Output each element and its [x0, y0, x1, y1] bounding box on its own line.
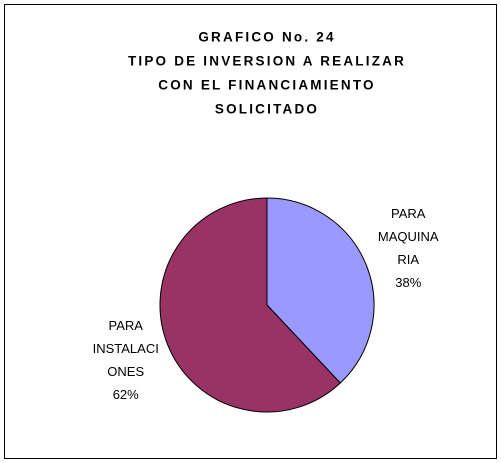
slice-value-label: 62% — [113, 387, 139, 402]
slice-label: RIA — [397, 252, 419, 267]
slice-label: INSTALACI — [93, 341, 159, 356]
pie-slice — [159, 197, 341, 413]
pie-slice — [266, 197, 375, 384]
chart-title: SOLICITADO — [215, 102, 319, 117]
chart-title: GRAFICO No. 24 — [198, 30, 335, 45]
slice-label: PARA — [391, 206, 426, 221]
slice-label: MAQUINA — [378, 229, 439, 244]
chart-title: TIPO DE INVERSION A REALIZAR — [128, 54, 406, 69]
slice-value-label: 38% — [395, 275, 421, 290]
chart-title: CON EL FINANCIAMIENTO — [158, 78, 375, 93]
slice-label: PARA — [109, 318, 144, 333]
slice-label: ONES — [107, 364, 144, 379]
